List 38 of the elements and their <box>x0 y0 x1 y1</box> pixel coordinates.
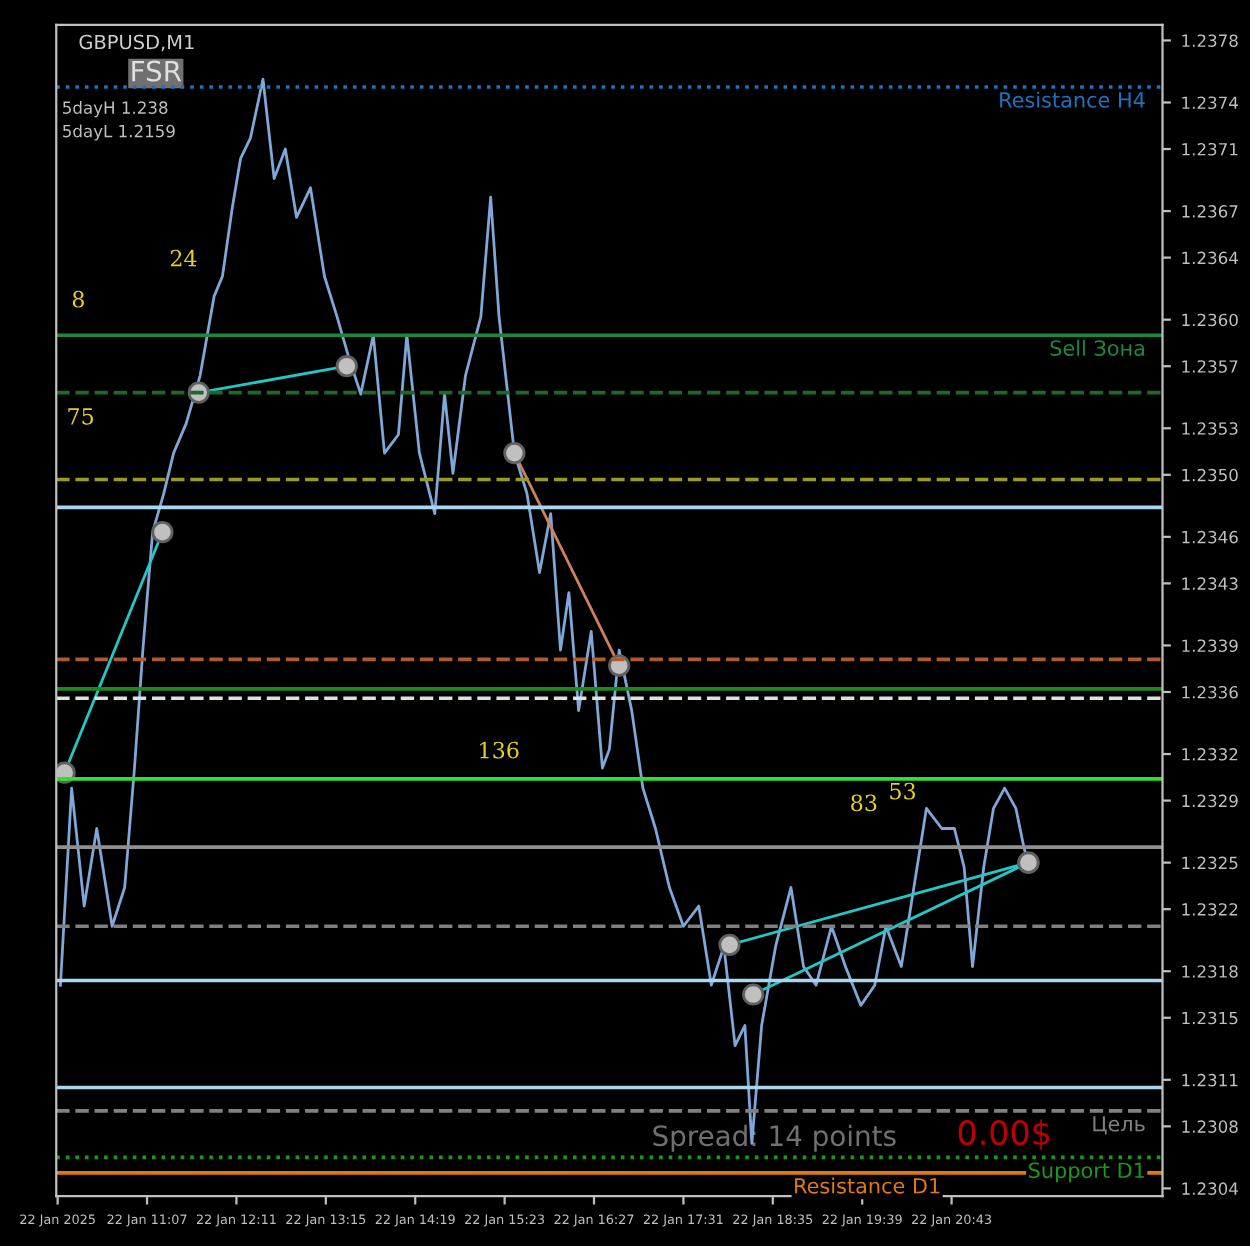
y-tick-label: 1.2371 <box>1182 142 1238 156</box>
y-tick-label: 1.2343 <box>1182 577 1238 590</box>
y-tick-label: 1.2357 <box>1182 360 1238 373</box>
y-tick-label: 1.2378 <box>1182 34 1238 47</box>
annotation: 5dayL 1.2159 <box>63 124 175 141</box>
annotation: 24 <box>170 249 197 267</box>
y-tick-label: 1.2332 <box>1182 748 1238 761</box>
y-tick-label: 1.2336 <box>1182 685 1238 699</box>
ref-line-label: Цель <box>1093 1116 1145 1135</box>
ref-line-label: Resistance H4 <box>1000 91 1145 108</box>
y-tick-label: 1.2374 <box>1182 96 1238 110</box>
y-tick-label: 1.2308 <box>1182 1120 1238 1133</box>
annotation: GBPUSD,M1 <box>79 34 194 52</box>
annotation: 8 <box>72 290 84 308</box>
annotation: 0.00$ <box>958 1119 1050 1150</box>
ref-line-label: Sell Зона <box>1050 339 1145 356</box>
y-tick-label: 1.2329 <box>1182 794 1238 808</box>
annotation: 83 <box>851 794 877 812</box>
y-tick-label: 1.2367 <box>1182 205 1238 218</box>
y-tick-label: 1.2311 <box>1182 1073 1238 1087</box>
y-tick-label: 1.2350 <box>1182 468 1238 482</box>
y-tick-label: 1.2304 <box>1182 1182 1238 1195</box>
y-tick-label: 1.2346 <box>1182 530 1238 544</box>
y-tick-label: 1.2315 <box>1182 1011 1238 1025</box>
ref-line-label: Resistance D1 <box>795 1177 940 1194</box>
y-tick-label: 1.2325 <box>1182 856 1238 870</box>
y-tick-label: 1.2353 <box>1182 422 1238 435</box>
y-tick-label: 1.2339 <box>1182 639 1238 653</box>
annotation: 5dayH 1.238 <box>63 101 168 118</box>
ref-line-label: Support D1 <box>1029 1162 1144 1183</box>
y-tick-label: 1.2322 <box>1182 903 1238 916</box>
annotation: 136 <box>480 741 519 759</box>
annotation: 75 <box>68 408 94 425</box>
y-tick-label: 1.2364 <box>1182 251 1238 265</box>
y-tick-label: 1.2360 <box>1182 313 1238 327</box>
annotation: 53 <box>890 782 916 800</box>
y-tick-label: 1.2318 <box>1182 965 1238 978</box>
annotation: FSR <box>132 60 182 82</box>
